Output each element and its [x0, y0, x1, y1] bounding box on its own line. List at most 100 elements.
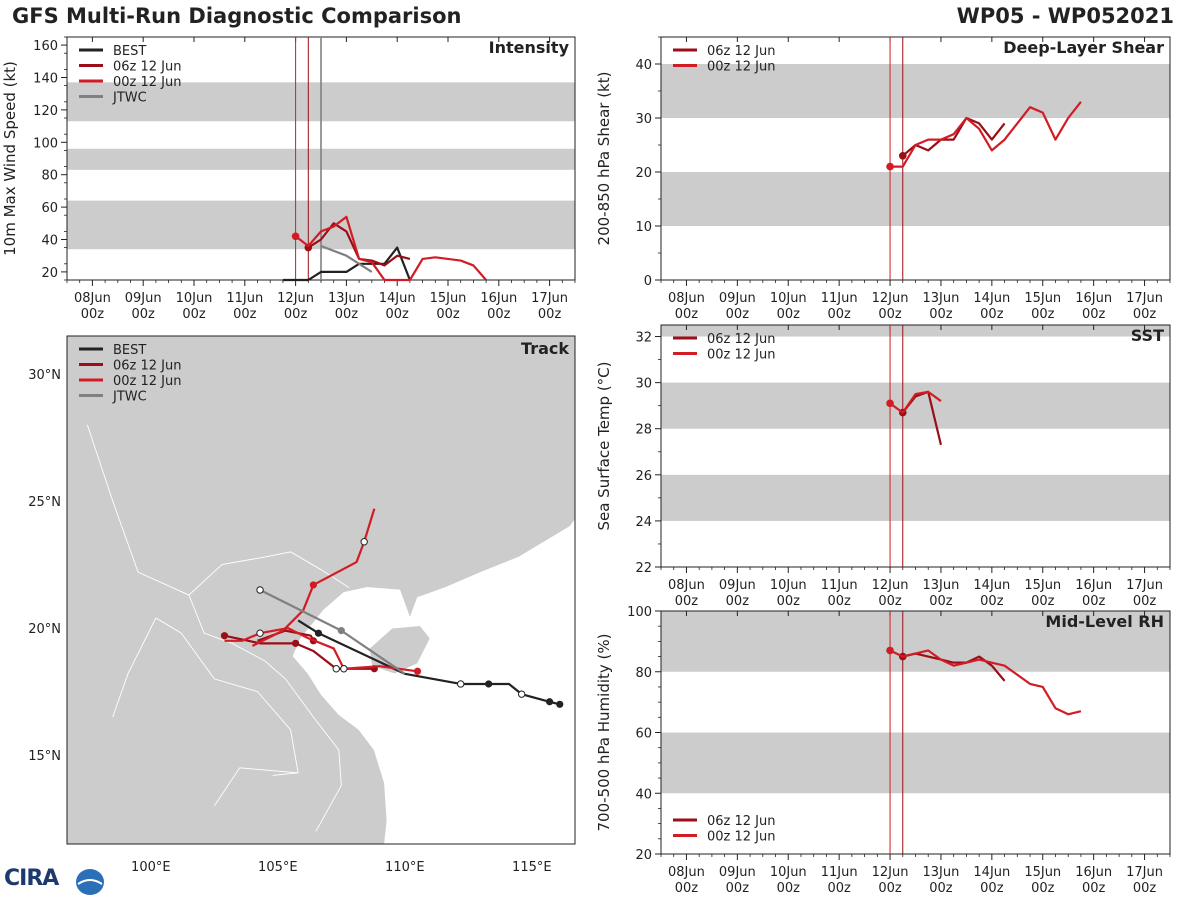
x-tick-label-hour: 00z — [1133, 881, 1157, 896]
page-title: GFS Multi-Run Diagnostic Comparison — [12, 4, 462, 28]
x-tick-label-date: 10Jun — [176, 291, 213, 306]
y-axis-label: 200-850 hPa Shear (kt) — [595, 72, 613, 246]
x-tick-label-date: 15Jun — [1024, 578, 1061, 593]
y-tick-label: 80 — [41, 169, 58, 184]
x-tick-label-date: 11Jun — [226, 291, 263, 306]
series-line-run00 — [889, 649, 1082, 716]
lat-label: 25°N — [28, 495, 61, 510]
track-line-jtwc — [259, 589, 406, 675]
panel-title: SST — [1131, 326, 1164, 345]
x-tick-label-hour: 00z — [726, 594, 750, 609]
series-point-run00 — [886, 646, 894, 655]
x-tick-label-date: 13Jun — [328, 291, 365, 306]
y-tick-label: 60 — [635, 727, 652, 742]
x-tick-label-date: 10Jun — [770, 865, 807, 880]
x-tick-label-date: 14Jun — [973, 865, 1010, 880]
y-tick-label: 32 — [635, 331, 652, 346]
y-tick-label: 20 — [635, 166, 652, 181]
y-tick-label: 140 — [33, 72, 58, 87]
chart-intensity: 20 40 60 80 100 120 140 160 10m Max Wind Speed (… — [1, 36, 576, 322]
x-tick-label-date: 10Jun — [770, 578, 807, 593]
y-tick-label: 24 — [635, 515, 652, 530]
x-tick-label-date: 12Jun — [872, 291, 909, 306]
x-tick-label-hour: 00z — [335, 307, 359, 322]
y-axis-label: 700-500 hPa Humidity (%) — [595, 633, 613, 831]
track-point-open — [457, 680, 465, 688]
x-tick-label-hour: 00z — [675, 594, 699, 609]
x-tick-label-date: 12Jun — [872, 578, 909, 593]
track-point-open — [340, 665, 348, 673]
x-tick-label-hour: 00z — [929, 594, 953, 609]
gray-band — [661, 172, 1170, 226]
storm-id: WP05 - WP052021 — [956, 4, 1174, 28]
lon-label: 115°E — [512, 860, 552, 875]
country-border — [86, 424, 350, 596]
lat-label: 15°N — [28, 749, 61, 764]
x-tick-label-hour: 00z — [827, 881, 851, 896]
x-tick-label-hour: 00z — [777, 881, 801, 896]
x-tick-label-hour: 00z — [827, 307, 851, 322]
y-tick-label: 40 — [635, 787, 652, 802]
x-tick-label-hour: 00z — [929, 307, 953, 322]
x-tick-label-hour: 00z — [1082, 881, 1106, 896]
land-mass — [67, 336, 575, 844]
x-tick-label-date: 12Jun — [277, 291, 314, 306]
legend-label: 00z 12 Jun — [113, 75, 182, 90]
x-tick-label-hour: 00z — [1082, 594, 1106, 609]
y-tick-label: 22 — [635, 561, 652, 576]
x-tick-label-hour: 00z — [132, 307, 156, 322]
x-tick-label-date: 09Jun — [719, 865, 756, 880]
track-map — [67, 336, 575, 844]
x-tick-label-date: 17Jun — [1126, 865, 1163, 880]
country-border — [112, 617, 157, 718]
x-tick-label-date: 16Jun — [1075, 578, 1112, 593]
legend-label: 06z 12 Jun — [707, 332, 776, 347]
series-point-run00 — [886, 399, 894, 408]
x-tick-label-hour: 00z — [827, 594, 851, 609]
track-point-filled — [309, 581, 317, 589]
x-tick-label-date: 11Jun — [821, 291, 858, 306]
x-tick-label-date: 14Jun — [379, 291, 416, 306]
map-frame — [66, 335, 576, 845]
track-point-filled — [220, 632, 229, 640]
x-tick-label-hour: 00z — [436, 307, 460, 322]
x-tick-label-date: 08Jun — [668, 578, 705, 593]
track-point-filled — [292, 639, 300, 647]
y-tick-label: 60 — [41, 201, 58, 216]
logo-wave-icon — [77, 879, 103, 885]
panel-title: Deep-Layer Shear — [1003, 38, 1164, 57]
x-tick-label-hour: 00z — [233, 307, 257, 322]
y-tick-label: 80 — [635, 666, 652, 681]
panel-title: Track — [521, 339, 569, 358]
lon-label: 105°E — [258, 860, 298, 875]
x-tick-label-hour: 00z — [182, 307, 206, 322]
legend-label: 00z 12 Jun — [707, 348, 776, 363]
chart-rh: 20 40 60 80 100 700-500 hPa Humidity (%) 08Jun… — [595, 605, 1171, 896]
x-tick-label-date: 13Jun — [923, 291, 960, 306]
y-tick-label: 20 — [41, 266, 58, 281]
x-tick-label-hour: 00z — [726, 881, 750, 896]
track-point-open — [360, 538, 368, 546]
series-line-run00 — [294, 215, 487, 282]
x-tick-label-date: 17Jun — [1126, 291, 1163, 306]
x-tick-label-date: 09Jun — [719, 578, 756, 593]
x-tick-label-date: 16Jun — [1075, 291, 1112, 306]
series-point-run06 — [898, 152, 907, 160]
x-tick-label-date: 14Jun — [973, 291, 1010, 306]
y-axis-label: 10m Max Wind Speed (kt) — [1, 61, 19, 256]
x-tick-label-hour: 00z — [386, 307, 410, 322]
x-tick-label-date: 11Jun — [821, 865, 858, 880]
y-tick-label: 100 — [627, 605, 652, 620]
x-tick-label-date: 17Jun — [531, 291, 568, 306]
track-point-filled — [337, 627, 345, 635]
x-tick-label-date: 16Jun — [1075, 865, 1112, 880]
x-tick-label-hour: 00z — [1031, 307, 1055, 322]
lon-label: 100°E — [131, 860, 171, 875]
legend-label: 00z 12 Jun — [707, 60, 776, 75]
x-tick-label-hour: 00z — [538, 307, 562, 322]
series-line-jtwc — [320, 244, 373, 273]
lat-label: 20°N — [28, 622, 61, 637]
y-tick-label: 20 — [635, 848, 652, 863]
